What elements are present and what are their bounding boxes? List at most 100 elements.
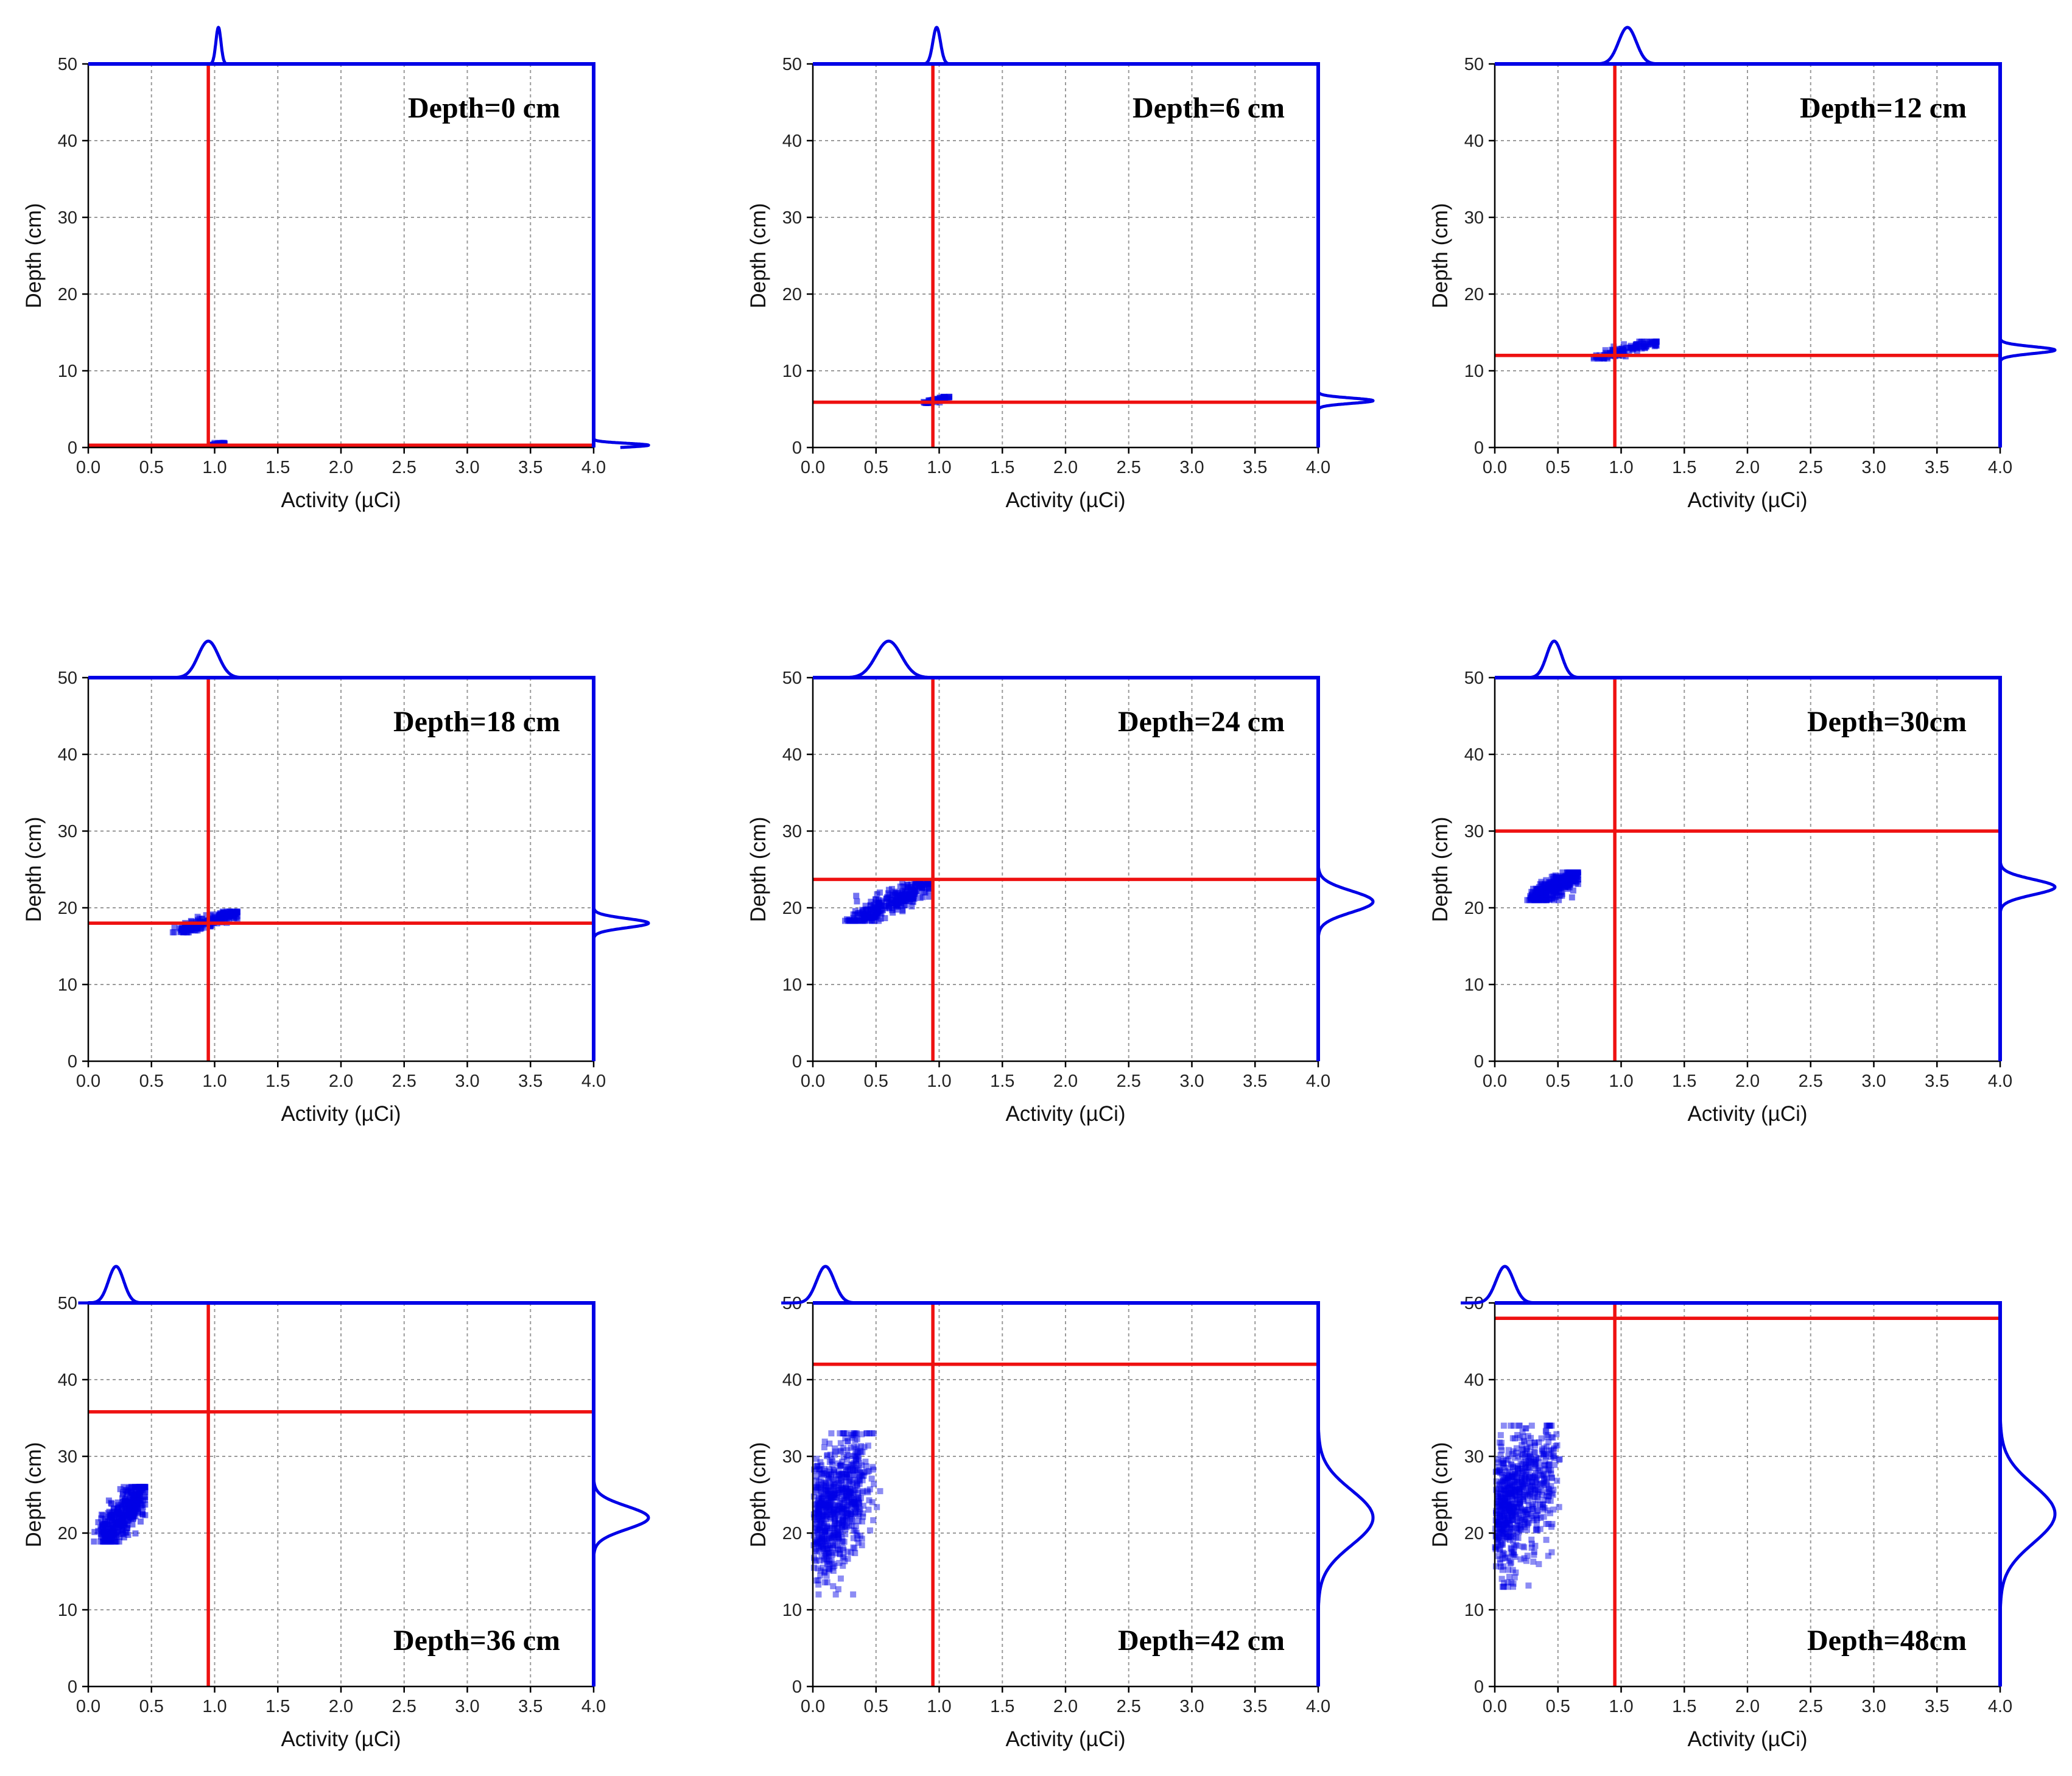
scatter-point [1498, 1495, 1505, 1501]
scatter-point [846, 1472, 852, 1478]
scatter-point [1542, 880, 1548, 887]
scatter-point [855, 1490, 862, 1497]
scatter-point [1533, 1476, 1540, 1483]
scatter-point [847, 1486, 854, 1492]
x-tick-label: 1.5 [265, 1072, 290, 1091]
y-tick-label: 40 [1464, 745, 1484, 765]
scatter-point [1497, 1528, 1503, 1535]
scatter-point [1512, 1489, 1519, 1495]
scatter-point [1543, 1443, 1550, 1450]
scatter-point [853, 1487, 860, 1493]
scatter-point [839, 1458, 846, 1465]
scatter-point [833, 1476, 840, 1483]
scatter-point [1553, 1431, 1560, 1437]
scatter-point [873, 896, 879, 903]
scatter-point [1529, 1494, 1536, 1501]
scatter-point [826, 1550, 833, 1557]
scatter-point [831, 1487, 838, 1494]
scatter-point [832, 1502, 839, 1509]
scatter-point [1519, 1446, 1525, 1453]
scatter-point [1529, 889, 1536, 896]
scatter-point [832, 1481, 838, 1488]
panel-2: 0.0 0.5 1.0 1.5 2.0 2.5 3.0 3.5 4.001020304050Ac… [746, 26, 1375, 512]
scatter-point [814, 1462, 821, 1469]
scatter-point [859, 1469, 866, 1475]
scatter-point [1517, 1501, 1523, 1507]
scatter-point [850, 918, 857, 924]
scatter-point [855, 1497, 862, 1504]
scatter-point [831, 1491, 837, 1498]
scatter-point [863, 1430, 870, 1437]
scatter-point [1515, 1500, 1522, 1507]
y-tick-label: 50 [1464, 669, 1484, 688]
scatter-point [1531, 1439, 1538, 1446]
scatter-points [921, 393, 953, 406]
scatter-point [1502, 1508, 1509, 1515]
scatter-point [1495, 1534, 1502, 1541]
scatter-point [1529, 1503, 1536, 1510]
scatter-point [1517, 1526, 1524, 1533]
scatter-point [1532, 1501, 1539, 1507]
scatter-point [1523, 1462, 1529, 1469]
x-tick-label: 2.0 [329, 458, 353, 477]
scatter-point [810, 1565, 817, 1571]
scatter-point [1523, 1445, 1529, 1452]
scatter-point [1495, 1498, 1501, 1505]
scatter-point [1505, 1584, 1511, 1590]
scatter-point [855, 1499, 862, 1506]
scatter-point [820, 1512, 827, 1518]
scatter-point [827, 1495, 834, 1501]
scatter-point [1522, 1450, 1528, 1457]
scatter-point [1553, 888, 1560, 895]
scatter-point [859, 1536, 865, 1542]
scatter-point [1510, 1551, 1517, 1557]
scatter-point [831, 1509, 838, 1515]
x-tick-label: 1.5 [1672, 458, 1696, 477]
scatter-point [1495, 1493, 1501, 1500]
scatter-point [1516, 1490, 1523, 1497]
scatter-point [850, 1476, 857, 1483]
scatter-point [849, 1483, 856, 1490]
scatter-point [1504, 1505, 1511, 1512]
scatter-point [1514, 1477, 1520, 1484]
y-tick-label: 40 [782, 745, 802, 765]
scatter-point [1550, 1486, 1557, 1493]
scatter-point [843, 1463, 849, 1470]
scatter-point [840, 1512, 847, 1519]
scatter-point [1504, 1534, 1511, 1540]
scatter-point [844, 1452, 851, 1459]
scatter-point [824, 1553, 831, 1560]
scatter-point [816, 1484, 823, 1491]
scatter-point [827, 1511, 834, 1518]
x-tick-label: 0.0 [801, 1072, 825, 1091]
scatter-point [1498, 1511, 1505, 1517]
scatter-point [1534, 1487, 1541, 1493]
scatter-point [1537, 1515, 1544, 1522]
scatter-point [818, 1521, 824, 1528]
scatter-point [844, 1510, 851, 1517]
x-axis-title: Activity (µCi) [281, 488, 401, 512]
scatter-point [828, 1482, 835, 1489]
scatter-point [1548, 1434, 1555, 1441]
scatter-point [831, 1481, 838, 1488]
scatter-point [818, 1485, 824, 1492]
scatter-point [1524, 1459, 1531, 1466]
scatter-point [828, 1549, 835, 1556]
scatter-point [850, 1467, 857, 1474]
scatter-point [844, 1464, 851, 1470]
scatter-point [1494, 1526, 1500, 1532]
scatter-point [1498, 1542, 1505, 1548]
scatter-point [889, 897, 896, 904]
scatter-point [820, 1546, 826, 1553]
scatter-point [815, 1500, 821, 1507]
scatter-point [95, 1528, 102, 1534]
scatter-point [1509, 1538, 1516, 1545]
scatter-point [1556, 897, 1562, 904]
scatter-point [826, 1441, 833, 1447]
scatter-point [818, 1545, 824, 1551]
scatter-point [852, 1550, 859, 1556]
scatter-point [835, 1479, 842, 1486]
scatter-point [813, 1558, 820, 1565]
scatter-point [818, 1542, 824, 1549]
scatter-point [1545, 1493, 1551, 1500]
